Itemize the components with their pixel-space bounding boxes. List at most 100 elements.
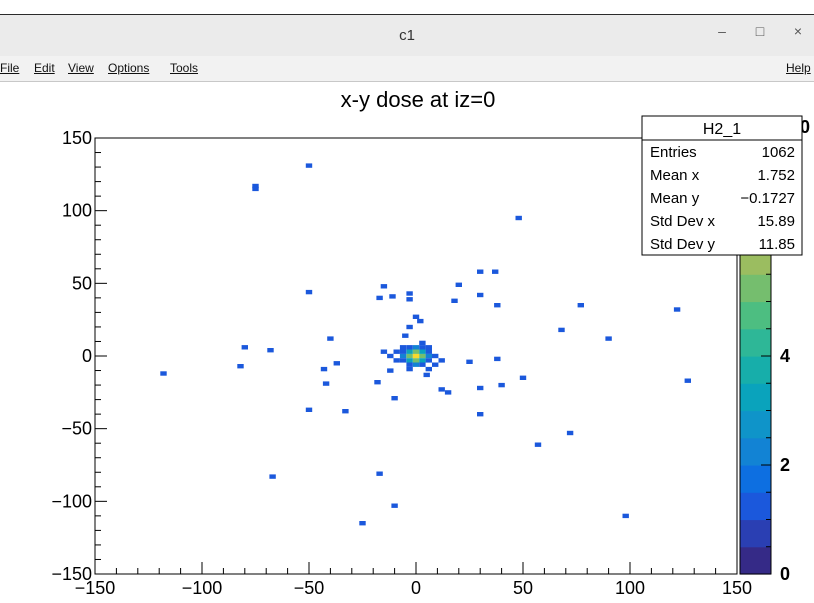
heatmap-bin (492, 269, 499, 274)
heatmap-bin (387, 368, 394, 373)
heatmap-bin (402, 333, 409, 338)
menu-options[interactable]: Options (108, 61, 150, 75)
heatmap-bin (423, 372, 430, 378)
palette-swatch (740, 383, 771, 412)
heatmap-bin (269, 474, 276, 479)
heatmap-bin (432, 362, 439, 367)
x-tick-label: 100 (615, 578, 645, 598)
heatmap-bin (320, 366, 328, 372)
heatmap-bin (466, 359, 473, 364)
menu-file[interactable]: File (0, 61, 20, 75)
stats-box-frame (641, 115, 803, 256)
heatmap-bin (376, 471, 383, 476)
heatmap-bin (566, 430, 574, 436)
x-tick-label: −100 (182, 578, 223, 598)
heatmap-bin (425, 353, 432, 359)
maximize-icon[interactable]: □ (755, 23, 765, 39)
heatmap-bin (406, 297, 413, 302)
root-canvas[interactable]: x-y dose at iz=0 −150 −100 −50 0 50 100 150 −15… (0, 82, 814, 598)
y-tick-label: −100 (51, 491, 92, 511)
heatmap-bin (412, 362, 420, 367)
palette-swatch (740, 328, 771, 357)
heatmap-bin (380, 349, 388, 354)
heatmap-bin (380, 284, 388, 289)
x-tick-label: −50 (294, 578, 325, 598)
stats-box[interactable]: H2_1 Entries 1062 Mean x 1.752 Mean y −0.1727 S… (641, 115, 803, 256)
stats-row-label: Mean y (650, 190, 700, 207)
palette-swatch (740, 437, 771, 466)
heatmap-bin (477, 385, 484, 391)
menu-help[interactable]: Help (786, 61, 811, 75)
heatmap-bin (622, 513, 629, 519)
heatmap-chart[interactable]: x-y dose at iz=0 −150 −100 −50 0 50 100 150−15… (0, 82, 814, 598)
menu-view[interactable]: View (68, 61, 94, 75)
heatmap-bin (267, 348, 274, 353)
heatmap-bin (432, 353, 439, 359)
heatmap-bin (438, 387, 445, 392)
heatmap-bin (252, 183, 259, 189)
heatmap-bin (406, 362, 413, 367)
heatmap-bin (391, 503, 398, 508)
heatmap-bin (425, 366, 432, 372)
close-icon[interactable]: × (793, 23, 803, 39)
window-titlebar[interactable]: c1 – □ × (0, 14, 814, 56)
y-tick-label: −150 (51, 564, 92, 584)
heatmap-bin (412, 353, 420, 359)
palette-swatch (740, 410, 771, 439)
heatmap-bin (417, 318, 424, 324)
heatmap-bin (419, 345, 426, 350)
heatmap-bin (498, 382, 505, 388)
heatmap-bin (252, 186, 259, 192)
stats-row-value: 11.85 (759, 236, 795, 253)
heatmap-bin (425, 349, 432, 354)
palette-swatch (740, 465, 771, 493)
heatmap-bin (425, 358, 432, 363)
menu-tools[interactable]: Tools (170, 61, 199, 75)
palette-swatch (740, 492, 771, 521)
heatmap-bin (419, 353, 426, 359)
heatmap-bin (455, 282, 462, 287)
heatmap-bin (393, 358, 400, 363)
z-tick-label: 4 (780, 346, 790, 366)
heatmap-bin (494, 356, 501, 362)
heatmap-bin (419, 362, 426, 367)
heatmap-bins (160, 163, 691, 526)
heatmap-bin (237, 364, 244, 369)
stats-box-title: H2_1 (703, 121, 741, 138)
z-tick-label: 2 (780, 455, 790, 475)
heatmap-bin (399, 345, 407, 350)
heatmap-bin (322, 381, 330, 386)
heatmap-bin (387, 353, 394, 359)
x-tick-label: 150 (722, 578, 752, 598)
chart-title: x-y dose at iz=0 (341, 87, 496, 112)
heatmap-bin (406, 353, 413, 359)
minimize-icon[interactable]: – (718, 23, 726, 39)
stats-row-value: −0.1727 (740, 190, 795, 207)
menu-edit[interactable]: Edit (34, 61, 55, 75)
color-scale-top-label: 0 (800, 117, 810, 137)
y-tick-label: −50 (61, 419, 92, 439)
heatmap-bin (419, 349, 426, 354)
stats-row-label: Std Dev y (650, 236, 716, 253)
window-title: c1 (399, 27, 415, 44)
heatmap-bin (425, 345, 432, 350)
heatmap-bin (305, 407, 313, 412)
heatmap-bin (412, 314, 420, 319)
heatmap-bin (406, 291, 413, 296)
heatmap-bin (305, 289, 313, 295)
heatmap-bin (160, 371, 167, 376)
heatmap-bin (412, 345, 420, 350)
palette-swatch (740, 519, 771, 548)
stats-row-label: Mean x (650, 167, 700, 184)
heatmap-bin (419, 340, 426, 346)
heatmap-bin (515, 215, 522, 221)
menu-bar: File Edit View Options Tools Help (0, 56, 814, 82)
z-tick-label: 0 (780, 564, 790, 584)
stats-row-value: 1062 (762, 144, 795, 161)
heatmap-bin (399, 358, 407, 363)
heatmap-bin (477, 292, 484, 298)
heatmap-bin (406, 366, 413, 372)
axes: −150 −100 −50 0 50 100 150 −150 −100 −50 0 50 100 150 (51, 128, 752, 598)
heatmap-bin (444, 390, 452, 395)
stats-row-label: Entries (650, 144, 697, 161)
